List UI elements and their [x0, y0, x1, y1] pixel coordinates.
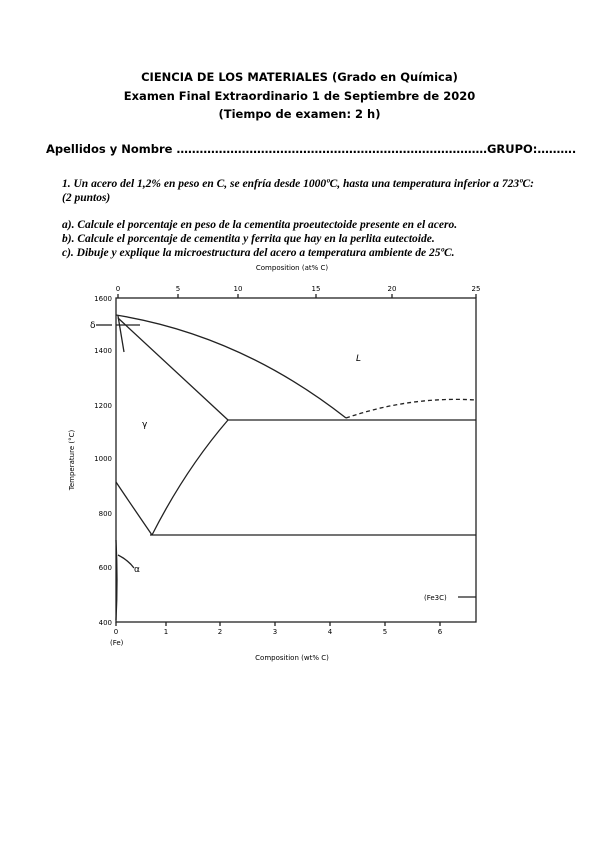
header-line: Examen Final Extraordinario 1 de Septiem…	[123, 89, 476, 103]
name-line: Apellidos y Nombre …………………………………………………………	[46, 142, 577, 156]
left-tick-label: 1400	[94, 347, 112, 355]
bottom-tick-label: 0	[114, 628, 118, 636]
phase-label: δ	[90, 321, 96, 331]
peritectic	[116, 315, 140, 353]
a3-line	[115, 481, 153, 536]
bottom-tick-label: 6	[438, 628, 443, 636]
left-tick-label: 400	[99, 619, 112, 627]
bottom-axis-label: Composition (wt% C)	[255, 654, 329, 662]
top-tick-label: 15	[312, 285, 321, 293]
acm-line	[151, 419, 229, 536]
top-tick-label: 25	[472, 285, 481, 293]
bottom-tick-label: 2	[218, 628, 222, 636]
top-tick-label: 5	[176, 285, 180, 293]
header-line: CIENCIA DE LOS MATERIALES (Grado en Quím…	[141, 70, 458, 84]
question: 1. Un acero del 1,2% en peso en C, se en…	[62, 178, 535, 204]
question-item: b). Calcule el porcentaje de cementita y…	[62, 233, 435, 245]
left-tick-label: 1000	[94, 455, 112, 463]
solidus	[117, 317, 229, 421]
bottom-tick-label: 1	[164, 628, 168, 636]
bottom-tick-label: 5	[383, 628, 387, 636]
top-tick-label: 0	[116, 285, 120, 293]
liquidus-fe3c	[345, 398, 477, 419]
alpha-boundary	[115, 539, 118, 621]
phase-label: L	[356, 354, 361, 364]
fe3c-label: (Fe3C)	[424, 594, 447, 602]
phase-label: γ	[142, 420, 148, 430]
top-tick-label: 20	[388, 285, 397, 293]
left-axis-label: Temperature (°C)	[68, 430, 76, 492]
fe-label: (Fe)	[110, 639, 124, 647]
bottom-tick-label: 3	[273, 628, 277, 636]
alpha-pointer	[117, 554, 135, 569]
top-tick-label: 10	[234, 285, 243, 293]
top-ticks	[117, 294, 477, 298]
liquidus	[115, 314, 347, 419]
bottom-ticks	[115, 622, 441, 626]
header-line: (Tiempo de examen: 2 h)	[218, 107, 381, 121]
left-tick-label: 1600	[94, 295, 112, 303]
question-item: a). Calcule el porcentaje en peso de la …	[62, 219, 458, 231]
question-item: c). Dibuje y explique la microestructura…	[62, 247, 455, 259]
left-tick-label: 800	[99, 510, 112, 518]
left-tick-label: 1200	[94, 402, 112, 410]
phase-label: α	[134, 565, 140, 575]
top-axis-label: Composition (at% C)	[256, 264, 328, 272]
plot-frame	[115, 297, 477, 623]
bottom-tick-label: 4	[328, 628, 333, 636]
left-tick-label: 600	[99, 564, 112, 572]
